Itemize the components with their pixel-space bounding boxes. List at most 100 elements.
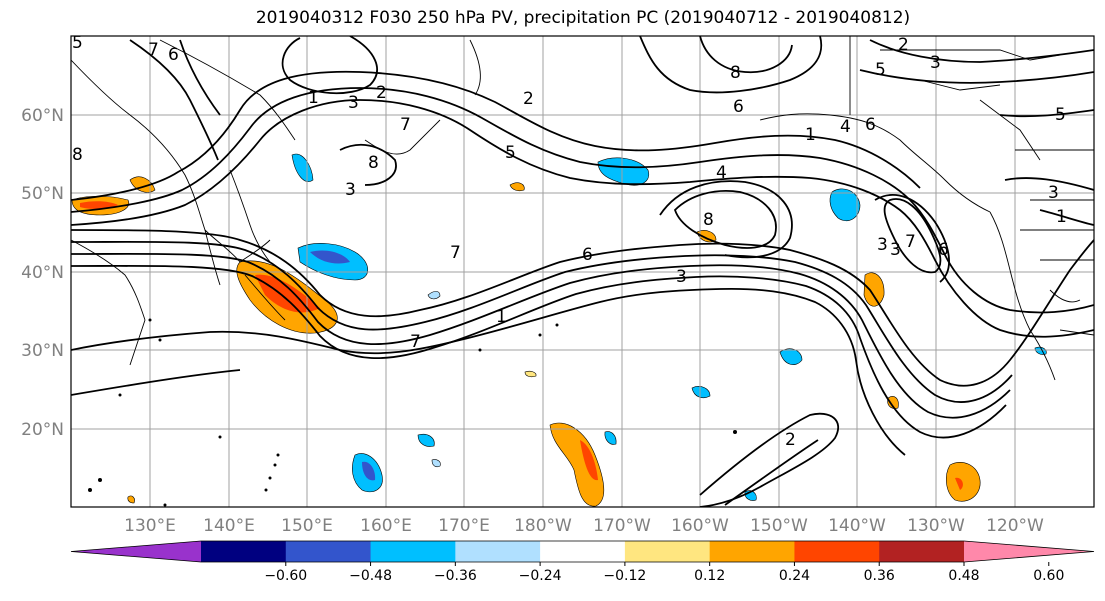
map-title: 2019040312 F030 250 hPa PV, precipitatio… <box>255 8 911 28</box>
contour-label: 7 <box>400 115 411 135</box>
contour-label: 6 <box>582 245 593 265</box>
contour-label: 1 <box>496 307 507 327</box>
colorbar-extend-high <box>964 541 1094 562</box>
longitude-labels: 130°E 140°E 150°E 160°E 170°E 180°W 170°… <box>124 516 1044 536</box>
islands <box>88 318 737 507</box>
contour-label: 2 <box>785 430 796 450</box>
contour-label: 7 <box>450 243 461 263</box>
precip-negative-patch <box>431 459 441 468</box>
lon-label: 140°W <box>828 516 886 536</box>
precip-negative-patch <box>362 461 376 481</box>
contour-label: 8 <box>703 210 714 230</box>
contour-label: 3 <box>348 93 359 113</box>
precip-positive-patch <box>549 422 605 507</box>
lat-label: 50°N <box>21 184 64 204</box>
contour-label: 8 <box>368 153 379 173</box>
precip-positive-patch <box>696 230 717 243</box>
contour-label: 5 <box>72 33 83 53</box>
contour-label: 7 <box>905 232 916 252</box>
lon-label: 170°W <box>593 516 651 536</box>
coastlines <box>71 36 1094 381</box>
precip-negative-patch <box>691 386 711 399</box>
contour-label: 3 <box>890 240 901 260</box>
contour-label: 2 <box>898 35 909 55</box>
precip-positive-patch <box>509 182 525 192</box>
colorbar-swatch <box>370 541 456 562</box>
colorbar-tick-label: −0.24 <box>519 568 562 584</box>
lon-label: 150°W <box>750 516 808 536</box>
colorbar-swatch <box>879 541 965 562</box>
contour-label: 3 <box>345 180 356 200</box>
precip-negative-patch <box>829 188 861 222</box>
colorbar-tick-label: 0.12 <box>694 568 725 584</box>
contour-label: 5 <box>1055 105 1066 125</box>
colorbar-swatch <box>285 541 372 562</box>
map-frame <box>70 35 1095 508</box>
contour-label: 3 <box>930 53 941 73</box>
colorbar: −0.60 −0.48 −0.36 −0.24 −0.12 0.12 0.24 0.36 0.4… <box>70 540 1095 584</box>
contour-label: 1 <box>805 125 816 145</box>
contour-label: 5 <box>505 143 516 163</box>
latitude-labels: 60°N 50°N 40°N 30°N 20°N <box>21 106 64 440</box>
precip-negative-patch <box>310 250 350 264</box>
colorbar-tick-label: −0.12 <box>603 568 646 584</box>
colorbar-tick-label: 0.24 <box>779 568 810 584</box>
contour-label: 8 <box>730 63 741 83</box>
lon-label: 140°E <box>203 516 255 536</box>
lon-label: 180°W <box>514 516 572 536</box>
precip-positive-patch <box>955 477 963 490</box>
contour-label: 3 <box>877 235 888 255</box>
contour-labels: 7 6 5 8 1 3 2 7 3 5 6 8 4 6 8 3 4 5 2 3 … <box>72 33 1067 450</box>
lon-label: 120°W <box>986 516 1044 536</box>
colorbar-tick-label: −0.36 <box>434 568 477 584</box>
contour-label: 3 <box>1048 183 1059 203</box>
precip-positive-patch <box>80 201 118 210</box>
contour-label: 6 <box>733 97 744 117</box>
precip-negative-patch <box>427 291 441 300</box>
lon-label: 170°E <box>438 516 490 536</box>
precip-negative-patch <box>597 157 650 186</box>
lat-label: 20°N <box>21 420 64 440</box>
contour-label: 2 <box>376 83 387 103</box>
contour-label: 1 <box>308 88 319 108</box>
precip-negative-patch <box>604 431 617 445</box>
contour-label: 6 <box>168 45 179 65</box>
colorbar-swatch <box>709 541 795 562</box>
colorbar-tick-label: 0.60 <box>1033 568 1064 584</box>
colorbar-swatch <box>794 541 880 562</box>
pv-contours <box>71 36 1094 507</box>
colorbar-tick-label: −0.60 <box>264 568 307 584</box>
contour-label: 3 <box>676 267 687 287</box>
colorbar-tick-label: −0.48 <box>349 568 392 584</box>
precip-positive-patch <box>580 440 598 481</box>
precip-negative-patch <box>291 153 314 182</box>
contour-label: 5 <box>875 60 886 80</box>
lon-label: 150°E <box>281 516 333 536</box>
contour-label: 8 <box>72 145 83 165</box>
contour-label: 6 <box>938 240 949 260</box>
contour-label: 7 <box>410 332 421 352</box>
contour-label: 6 <box>865 115 876 135</box>
precip-positive-patch <box>127 495 135 504</box>
colorbar-outline <box>70 540 1095 563</box>
lat-label: 30°N <box>21 341 64 361</box>
colorbar-swatch <box>455 541 541 562</box>
lon-label: 130°W <box>907 516 965 536</box>
precip-positive-patch <box>863 272 885 307</box>
lon-label: 160°E <box>360 516 412 536</box>
contour-label: 1 <box>1056 207 1067 227</box>
precip-positive-patch <box>887 396 899 409</box>
precip-positive-patch <box>946 461 981 502</box>
colorbar-extend-low <box>71 541 201 562</box>
lon-label: 130°E <box>124 516 176 536</box>
precip-negative-patch <box>779 348 803 365</box>
contour-label: 4 <box>840 117 851 137</box>
colorbar-swatch <box>624 541 711 562</box>
lat-label: 40°N <box>21 263 64 283</box>
lon-label: 160°W <box>671 516 729 536</box>
precip-negative-patch <box>417 433 435 447</box>
colorbar-tick-label: 0.48 <box>948 568 979 584</box>
lat-label: 60°N <box>21 106 64 126</box>
colorbar-tick-label: 0.36 <box>864 568 895 584</box>
